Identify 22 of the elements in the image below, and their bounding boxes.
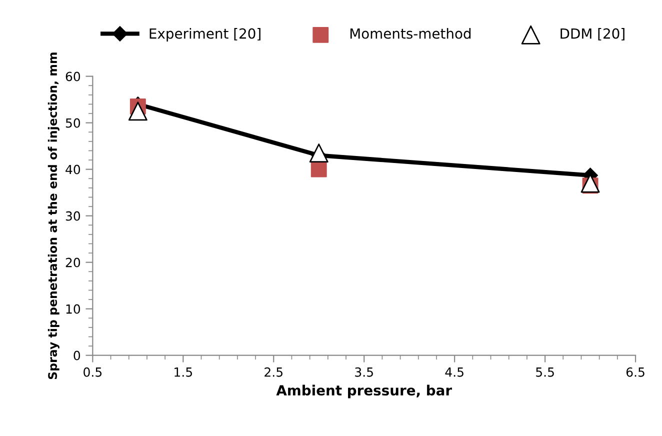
x-tick-label: 0.5 [84,367,102,377]
legend-label: DDM [20] [560,28,624,40]
y-tick-label: 30 [66,211,80,221]
y-tick-label: 60 [66,72,80,82]
y-tick-label: 10 [66,304,80,314]
x-tick-label: 3.5 [355,367,373,377]
legend-label: Experiment [20] [150,28,260,42]
y-tick-label: 0 [74,350,80,360]
x-tick-label: 1.5 [174,368,192,377]
point [128,102,148,121]
y-axis-title: Spray tip penetration at the end of injection, mm [48,52,60,380]
y-tick-label: 20 [66,258,80,268]
x-tick-label: 5.5 [536,368,554,377]
x-tick-label: 6.5 [626,367,644,377]
x-tick-label: 2.5 [264,367,282,377]
point [309,144,328,163]
x-tick-label: 4.5 [445,368,464,377]
x-axis-title: Ambient pressure, bar [276,384,452,398]
y-tick-label: 40 [66,164,80,174]
y-tick-label: 50 [66,118,80,128]
legend-label: Moments-method [350,28,471,39]
point [310,161,327,178]
